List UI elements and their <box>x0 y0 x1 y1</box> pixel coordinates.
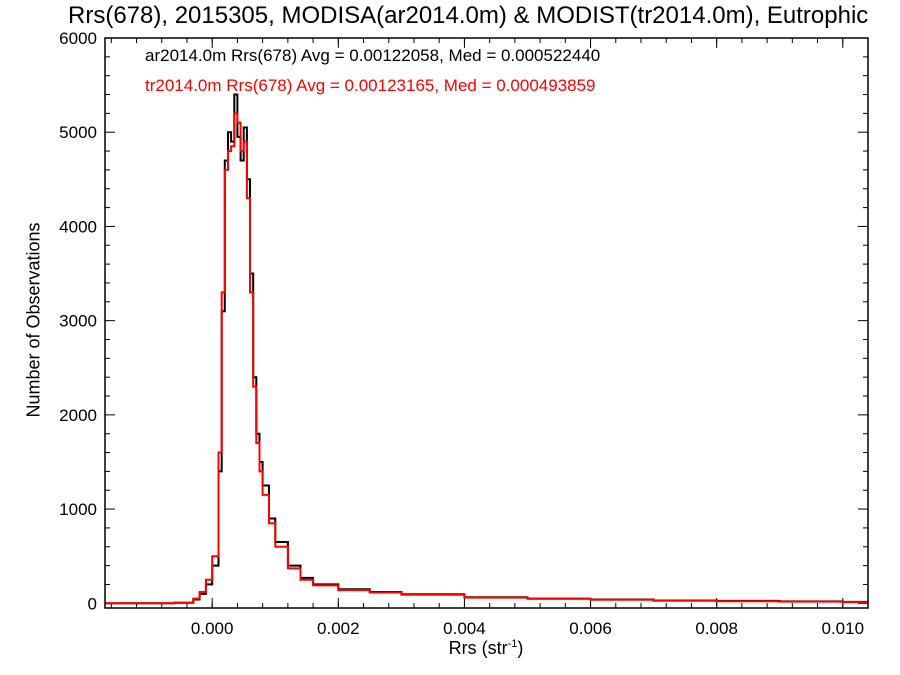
x-tick-label: 0.008 <box>695 619 738 638</box>
x-axis-label-sup: -1 <box>507 638 518 650</box>
series-layer <box>105 93 869 605</box>
y-tick-label: 4000 <box>59 217 97 236</box>
legend-entry-ar2014: ar2014.0m Rrs(678) Avg = 0.00122058, Med… <box>145 46 601 65</box>
x-axis-label: Rrs (str-1) <box>449 638 524 659</box>
x-tick-label: 0.000 <box>191 619 234 638</box>
axes-layer: 0.000 0.002 0.004 0.006 0.008 0.010 0 1000 2000 3… <box>59 29 869 638</box>
x-tick-label: 0.010 <box>822 619 865 638</box>
y-tick-label: 2000 <box>59 406 97 425</box>
y-axis-label: Number of Observations <box>23 222 44 418</box>
y-tick-label: 5000 <box>59 123 97 142</box>
legend-entry-tr2014: tr2014.0m Rrs(678) Avg = 0.00123165, Med… <box>145 76 596 95</box>
x-axis-label-main: Rrs (str <box>448 638 508 658</box>
x-tick-label: 0.004 <box>443 619 486 638</box>
x-tick-label: 0.006 <box>569 619 612 638</box>
chart-title: Rrs(678), 2015305, MODISA(ar2014.0m) & M… <box>68 2 869 29</box>
y-tick-label: 6000 <box>59 29 97 48</box>
x-tick-label: 0.002 <box>317 619 360 638</box>
plot-frame <box>104 37 869 609</box>
y-tick-label: 3000 <box>59 312 97 331</box>
series-line-tr2014 <box>105 112 869 605</box>
y-tick-label: 1000 <box>59 500 97 519</box>
y-tick-label: 0 <box>88 594 97 613</box>
x-axis-label-end: ) <box>517 638 524 658</box>
